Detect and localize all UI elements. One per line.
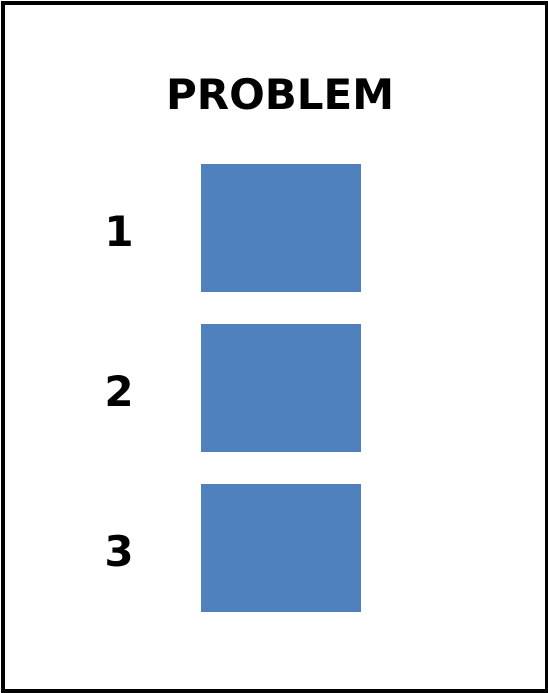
item-box-2	[201, 324, 361, 452]
item-number-1: 1	[104, 207, 134, 256]
item-box-3	[201, 484, 361, 612]
item-box-1	[201, 164, 361, 292]
item-number-3: 3	[104, 527, 134, 576]
item-number-2: 2	[104, 367, 134, 416]
diagram-title: PROBLEM	[165, 70, 395, 119]
